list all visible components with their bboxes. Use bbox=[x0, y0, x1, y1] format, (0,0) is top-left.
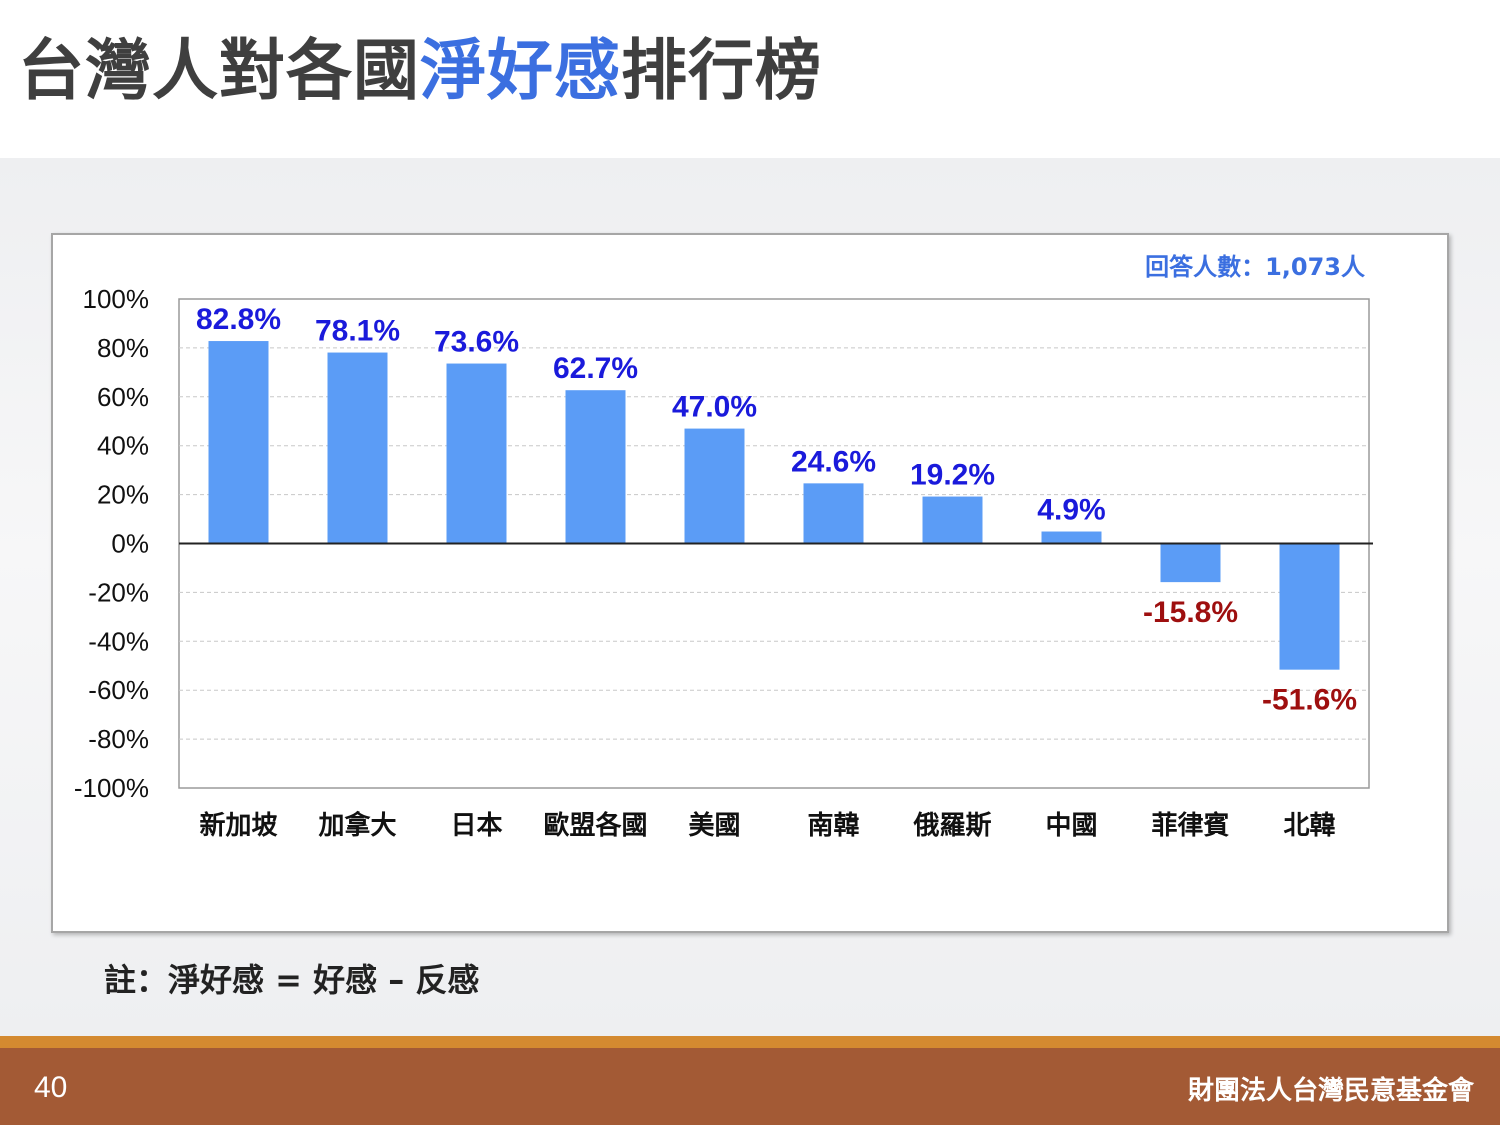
y-tick-label: 20% bbox=[97, 480, 149, 510]
data-label: 62.7% bbox=[553, 352, 638, 385]
bar bbox=[684, 428, 745, 544]
data-label: 19.2% bbox=[910, 459, 995, 492]
category-label: 菲律賓 bbox=[1151, 810, 1229, 841]
bar bbox=[1041, 531, 1102, 544]
bar bbox=[922, 496, 983, 544]
y-tick-label: 80% bbox=[97, 333, 149, 363]
y-tick-label: 40% bbox=[97, 431, 149, 461]
category-label: 北韓 bbox=[1283, 811, 1335, 841]
y-tick-label: 0% bbox=[111, 529, 149, 559]
data-label: 47.0% bbox=[672, 391, 757, 424]
data-label: -51.6% bbox=[1262, 684, 1357, 717]
y-tick-label: -20% bbox=[88, 577, 149, 607]
y-tick-label: -40% bbox=[88, 626, 149, 656]
y-tick-label: -80% bbox=[88, 724, 149, 754]
y-tick-label: 60% bbox=[97, 382, 149, 412]
data-label: -15.8% bbox=[1143, 596, 1238, 629]
bar bbox=[1279, 543, 1340, 670]
y-tick-label: -60% bbox=[88, 675, 149, 705]
page-title: 台灣人對各國淨好感排行榜 bbox=[18, 38, 822, 104]
title-part2: 排行榜 bbox=[621, 32, 822, 109]
data-label: 78.1% bbox=[315, 315, 400, 348]
title-part1: 台灣人對各國 bbox=[18, 32, 420, 109]
y-tick-label: -100% bbox=[74, 773, 149, 803]
category-label: 加拿大 bbox=[318, 810, 396, 841]
data-label: 24.6% bbox=[791, 445, 876, 478]
data-label: 82.8% bbox=[196, 303, 281, 336]
bar bbox=[1160, 543, 1221, 583]
bar bbox=[565, 390, 626, 544]
organization-name: 財團法人台灣民意基金會 bbox=[1187, 1076, 1474, 1106]
net-favorability-bar-chart: 100% 80% 60% 40% 20% 0% -20% -40% -60% -80% -100% 8… bbox=[74, 253, 1373, 841]
bar bbox=[446, 363, 507, 544]
category-label: 中國 bbox=[1045, 811, 1097, 841]
bar bbox=[327, 352, 388, 544]
category-label: 日本 bbox=[450, 811, 502, 841]
footnote: 註：淨好感 = 好感 – 反感 bbox=[104, 961, 480, 999]
data-label: 73.6% bbox=[434, 326, 519, 359]
category-label: 新加坡 bbox=[199, 810, 277, 841]
footer-stripe bbox=[0, 1036, 1500, 1048]
category-label: 南韓 bbox=[807, 811, 859, 841]
chart-panel: 100% 80% 60% 40% 20% 0% -20% -40% -60% -80% -100% 8… bbox=[51, 233, 1449, 933]
data-label: 4.9% bbox=[1037, 494, 1105, 527]
bar bbox=[208, 341, 269, 544]
respondents-annotation: 回答人數：1,073人 bbox=[1145, 253, 1365, 281]
page-number: 40 bbox=[34, 1071, 68, 1104]
title-highlight: 淨好感 bbox=[420, 32, 621, 109]
category-label: 歐盟各國 bbox=[543, 810, 647, 841]
bar bbox=[803, 483, 864, 544]
footer-bar bbox=[0, 1048, 1500, 1125]
y-tick-label: 100% bbox=[83, 284, 150, 314]
category-label: 俄羅斯 bbox=[912, 811, 991, 841]
category-label: 美國 bbox=[688, 810, 740, 841]
